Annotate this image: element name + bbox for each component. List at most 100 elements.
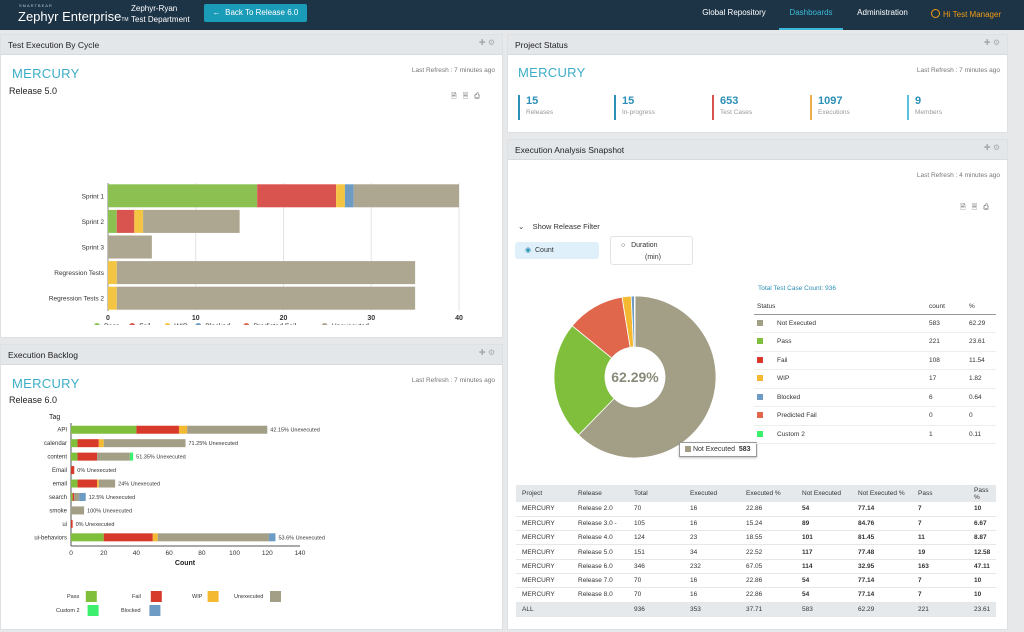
settings-icon[interactable]: ⚙ <box>992 143 1000 152</box>
app-logo[interactable]: Zephyr EnterpriseTM <box>18 9 129 24</box>
analysis-col-header[interactable]: Total <box>628 485 684 502</box>
settings-icon[interactable]: ⚙ <box>992 38 1000 47</box>
y-tick-label: content <box>47 455 67 461</box>
bar-segment <box>108 286 117 310</box>
bar-segment <box>71 519 73 528</box>
tooltip-swatch <box>685 446 691 452</box>
move-icon[interactable]: ✚ <box>478 38 486 47</box>
excel-icon[interactable]: 🗏 <box>462 93 475 100</box>
settings-icon[interactable]: ⚙ <box>487 38 495 47</box>
project-switcher[interactable]: Zephyr-Ryan Test Department <box>131 3 190 25</box>
status-row: Not Executed 583 62.29 <box>754 314 996 333</box>
export-icons[interactable]: 🗎🗏⎙ <box>960 203 995 214</box>
bar-segment <box>72 492 75 501</box>
release-name: Release 5.0 <box>9 86 58 96</box>
analysis-cell: 10 <box>968 502 996 517</box>
analysis-cell: 77.14 <box>852 502 912 517</box>
bar-segment <box>74 492 80 501</box>
y-tick-label: API <box>57 428 67 434</box>
status-count: 1 <box>929 430 933 438</box>
status-pct: 11.54 <box>969 356 985 364</box>
legend-label: Blocked <box>205 324 230 326</box>
bar-segment <box>268 533 276 542</box>
excel-icon[interactable]: 🗏 <box>971 204 984 211</box>
data-label: 51.35% Unexecuted <box>136 455 186 461</box>
analysis-row: MERCURY Release 2.0 70 16 22.86 54 77.14 7 10 <box>516 502 996 517</box>
department-name: Test Department <box>131 15 190 24</box>
legend-label: Custom 2 <box>56 608 80 614</box>
release-name: Release 6.0 <box>9 395 58 405</box>
nav-global-repository[interactable]: Global Repository <box>702 8 766 17</box>
bar-segment <box>71 439 78 448</box>
analysis-col-header[interactable]: Not Executed % <box>852 485 912 502</box>
legend-label: WIP <box>192 594 203 600</box>
export-icons[interactable]: 🗎🗏⎙ <box>451 92 486 103</box>
analysis-col-header[interactable]: Executed <box>684 485 740 502</box>
arrow-left-icon: ← <box>212 8 226 17</box>
analysis-row: MERCURY Release 6.0 346 232 67.05 114 32.95 163… <box>516 559 996 574</box>
nav-administration[interactable]: Administration <box>857 8 908 17</box>
status-col-header: count <box>929 302 945 310</box>
analysis-cell: 7 <box>912 502 968 517</box>
analysis-col-header[interactable]: Pass % <box>968 485 996 502</box>
user-icon <box>931 9 940 18</box>
status-name: Pass <box>777 338 792 346</box>
bar-segment <box>98 479 116 488</box>
analysis-total-cell: 583 <box>796 602 852 617</box>
panel-controls[interactable]: ✚ ⚙ <box>984 143 1000 152</box>
user-menu[interactable]: Hi Test Manager <box>931 9 1001 19</box>
analysis-cell: Release 7.0 <box>572 573 628 589</box>
analysis-col-header[interactable]: Project <box>516 485 572 502</box>
x-tick-label: 120 <box>262 550 273 557</box>
analysis-total-row: ALL 936 353 37.71 583 62.29 221 23.61 <box>516 602 996 617</box>
stat-label: In-progress <box>622 109 655 116</box>
status-swatch <box>757 412 763 419</box>
analysis-cell: 117 <box>796 544 852 560</box>
print-icon[interactable]: ⎙ <box>983 204 995 211</box>
move-icon[interactable]: ✚ <box>983 143 991 152</box>
status-pct: 0.64 <box>969 393 982 401</box>
release-filter-toggle[interactable]: ⌄ Show Release Filter <box>518 222 600 231</box>
analysis-cell: 10 <box>968 587 996 603</box>
analysis-col-header[interactable]: Release <box>572 485 628 502</box>
back-to-release-button[interactable]: ← Back To Release 6.0 <box>204 4 307 22</box>
stat-value: 653 <box>720 95 739 107</box>
pdf-icon[interactable]: 🗎 <box>960 204 972 211</box>
data-label: 12.5% Unexecuted <box>89 495 135 501</box>
bar-segment <box>71 479 78 488</box>
duration-option[interactable]: ○ Duration (min) <box>610 236 693 265</box>
data-label: 24% Unexecuted <box>118 482 160 488</box>
analysis-cell: 70 <box>628 587 684 603</box>
print-icon[interactable]: ⎙ <box>474 93 486 100</box>
analysis-col-header[interactable]: Not Executed <box>796 485 852 502</box>
analysis-cell: 232 <box>684 559 740 574</box>
bar-segment <box>108 261 117 285</box>
analysis-row: MERCURY Release 7.0 70 16 22.86 54 77.14 7 10 <box>516 573 996 589</box>
y-tick-label: search <box>49 495 67 501</box>
stat-value: 9 <box>915 95 922 107</box>
analysis-cell: Release 6.0 <box>572 559 628 574</box>
settings-icon[interactable]: ⚙ <box>487 348 495 357</box>
panel-controls[interactable]: ✚ ⚙ <box>479 348 495 357</box>
status-row: Custom 2 1 0.11 <box>754 425 996 444</box>
x-tick-label: 0 <box>69 550 73 557</box>
nav-dashboards[interactable]: Dashboards <box>779 0 843 30</box>
analysis-col-header[interactable]: Executed % <box>740 485 796 502</box>
move-icon[interactable]: ✚ <box>983 38 991 47</box>
bar-segment <box>116 261 416 285</box>
analysis-cell: 7 <box>912 516 968 532</box>
bar-segment <box>103 439 186 448</box>
analysis-cell: 89 <box>796 516 852 532</box>
duration-unit: (min) <box>645 254 661 261</box>
last-refresh: Last Refresh : 4 minutes ago <box>916 172 1000 179</box>
pdf-icon[interactable]: 🗎 <box>451 93 463 100</box>
panel-controls[interactable]: ✚ ⚙ <box>984 38 1000 47</box>
bar-segment <box>152 533 158 542</box>
panel-controls[interactable]: ✚ ⚙ <box>479 38 495 47</box>
project-name: MERCURY <box>12 66 80 81</box>
move-icon[interactable]: ✚ <box>478 348 486 357</box>
donut-chart: 62.29% <box>553 295 717 459</box>
count-option[interactable]: ◉ Count <box>515 242 599 259</box>
analysis-col-header[interactable]: Pass <box>912 485 968 502</box>
analysis-cell: 114 <box>796 559 852 574</box>
